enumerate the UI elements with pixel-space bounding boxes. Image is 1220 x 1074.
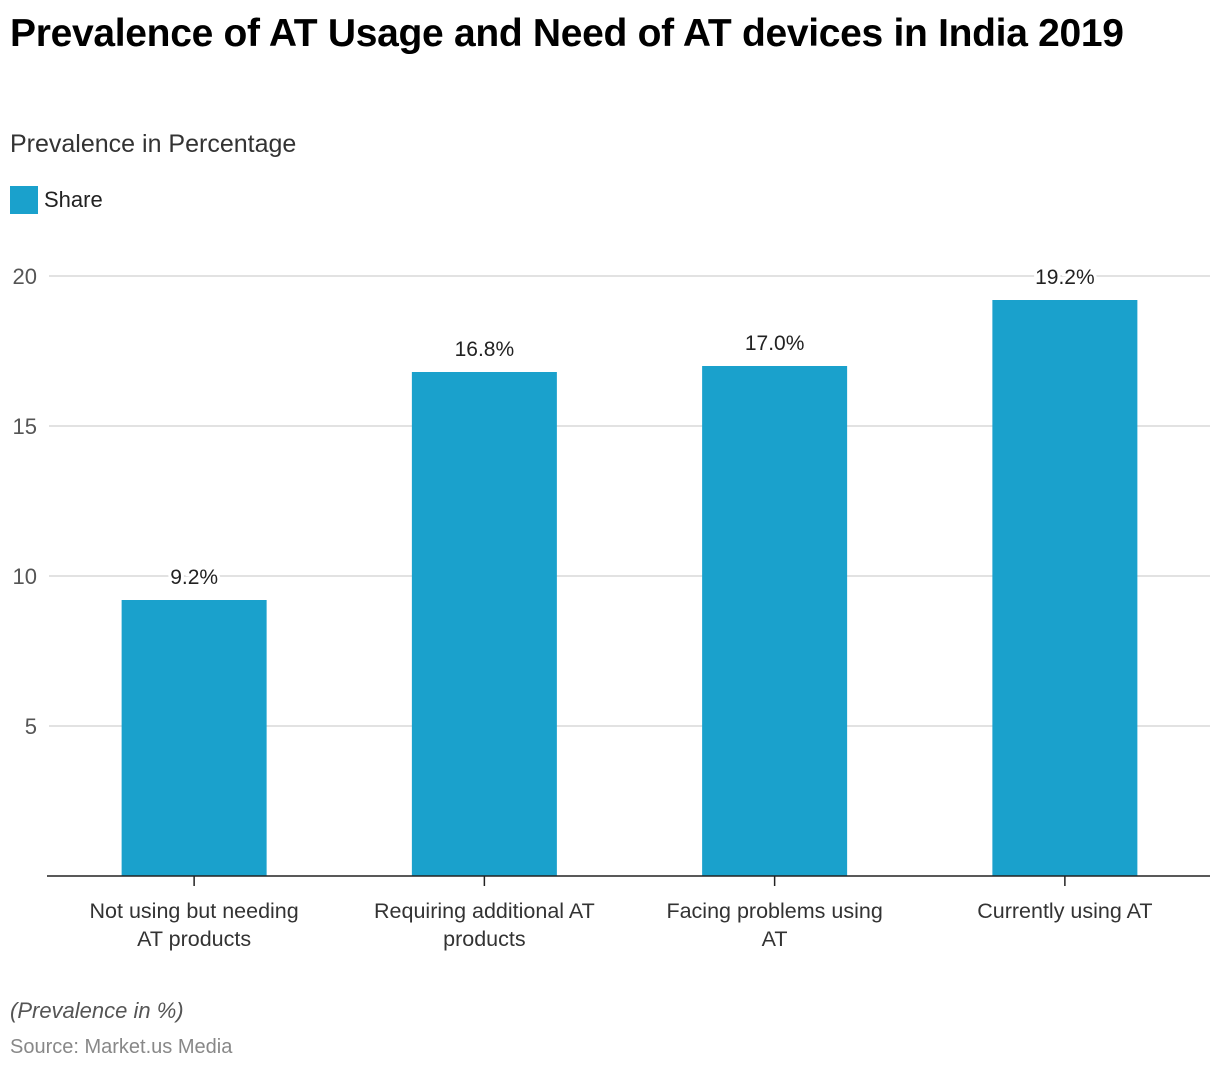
data-label: 19.2% <box>1035 266 1095 289</box>
x-tick-label-line: AT <box>762 927 788 951</box>
chart-note: (Prevalence in %) <box>10 998 184 1023</box>
bar <box>411 372 557 876</box>
x-tick-label: Not using but needing AT products <box>90 899 299 951</box>
chart-subtitle: Prevalence in Percentage <box>10 130 297 158</box>
chart-source: Source: Market.us Media <box>10 1036 233 1058</box>
data-label: 9.2% <box>170 566 218 589</box>
y-tick-label: 10 <box>13 564 37 589</box>
x-tick-label-line: Not using but needing <box>90 899 299 923</box>
x-tick-label: Currently using AT <box>977 899 1152 923</box>
chart-title: Prevalence of AT Usage and Need of AT de… <box>10 12 1124 55</box>
x-tick-label-line: Requiring additional AT <box>374 899 595 923</box>
y-axis-ticks: 5 10 15 20 <box>13 264 37 739</box>
x-tick-label-line: products <box>443 927 525 951</box>
legend-label: Share <box>44 187 103 212</box>
x-tick-label-line: Currently using AT <box>977 899 1152 923</box>
data-label: 17.0% <box>745 332 805 355</box>
legend-swatch <box>10 186 38 214</box>
bar <box>992 300 1138 876</box>
x-axis: Not using but needing AT productsRequirin… <box>47 875 1210 951</box>
legend: Share <box>10 186 103 214</box>
y-tick-label: 20 <box>13 264 37 289</box>
x-tick-label-line: Facing problems using <box>666 899 882 923</box>
data-labels: 9.2% 16.8% 17.0% 19.2% <box>167 263 1097 592</box>
x-tick-label-line: AT products <box>137 927 251 951</box>
x-tick-label: Requiring additional AT products <box>374 899 595 951</box>
bar <box>121 600 267 876</box>
y-tick-label: 15 <box>13 414 37 439</box>
bar <box>702 366 848 876</box>
data-label: 16.8% <box>455 338 515 361</box>
x-tick-label: Facing problems using AT <box>666 899 882 951</box>
y-tick-label: 5 <box>25 714 37 739</box>
bars <box>121 300 1138 876</box>
